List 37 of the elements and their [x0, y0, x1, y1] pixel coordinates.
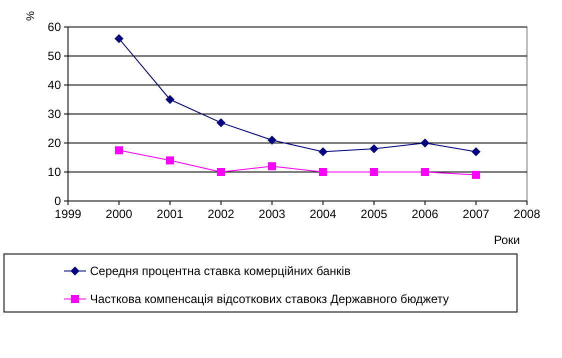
y-tick-label: 0	[54, 194, 62, 208]
point	[115, 146, 123, 154]
y-tick-label: 10	[48, 165, 62, 180]
legend-label: Середня процентна ставка комерційних банків	[90, 264, 351, 278]
x-tick-label: 1999	[54, 207, 82, 221]
y-tick-label: 20	[48, 136, 62, 150]
point	[370, 144, 378, 154]
x-tick-label: 2000	[106, 207, 133, 221]
point	[166, 95, 174, 104]
x-tick-label: 2006	[412, 207, 439, 221]
point	[268, 162, 276, 170]
point	[319, 168, 327, 176]
point	[318, 147, 328, 156]
point	[421, 168, 429, 176]
x-tick-label: 2007	[462, 207, 490, 221]
point	[472, 147, 480, 156]
y-tick-label: 60	[48, 20, 62, 34]
point	[166, 156, 174, 164]
point	[217, 168, 225, 176]
legend-label: Часткова компенсація відсоткових ставокз Державного бюджету	[90, 292, 449, 306]
y-axis-title: %	[25, 10, 37, 21]
y-tick-label: 50	[48, 49, 62, 64]
x-tick-label: 2005	[360, 207, 388, 221]
x-tick-label: 2002	[208, 207, 235, 221]
x-tick-label: 2004	[310, 207, 337, 221]
point	[114, 34, 124, 44]
point	[216, 118, 226, 128]
x-tick-label: 2003	[258, 207, 286, 221]
y-tick-label: 30	[48, 107, 62, 122]
y-tick-label: 40	[48, 78, 62, 92]
x-tick-label: 2001	[156, 207, 184, 221]
point	[268, 136, 276, 145]
point	[472, 170, 480, 179]
x-axis-title: Роки	[494, 233, 520, 247]
x-tick-label: 2008	[514, 207, 541, 221]
point	[420, 138, 430, 148]
point	[370, 168, 378, 176]
